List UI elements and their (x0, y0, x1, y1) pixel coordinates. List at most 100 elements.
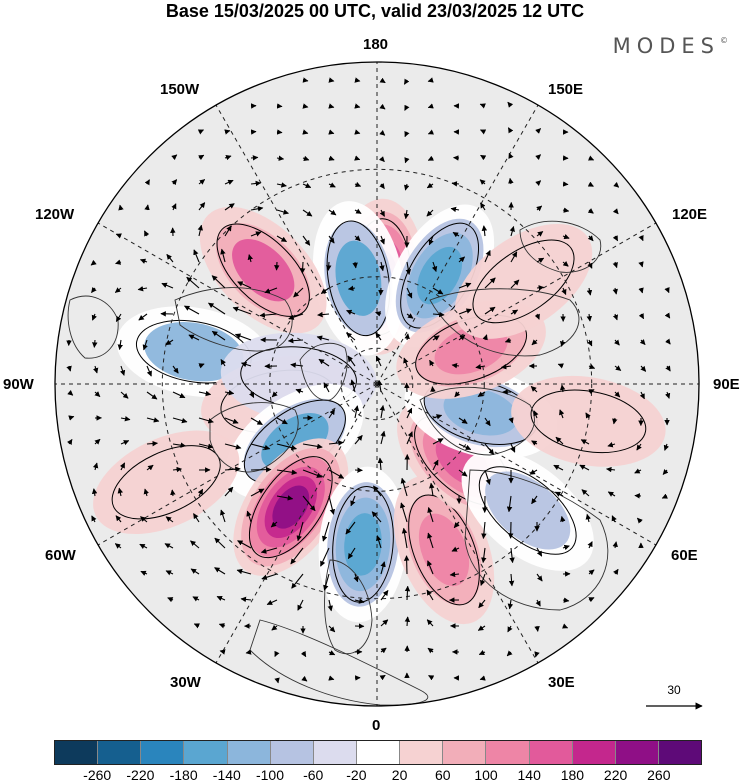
wind-vector-arrow-icon (236, 568, 252, 575)
wind-vector-arrow-icon (380, 561, 386, 575)
wind-vector-arrow-icon (379, 209, 385, 217)
wind-vector-arrow-icon (477, 625, 486, 631)
wind-vector-arrow-icon (302, 77, 309, 83)
wind-vector-arrow-icon (165, 516, 174, 523)
wind-vector-arrow-icon (404, 130, 410, 138)
wind-vector-arrow-icon (354, 155, 361, 161)
wind-vector-arrow-icon (458, 308, 472, 315)
alaska-canada-outline (174, 287, 293, 352)
wind-vector-arrow-icon (214, 537, 226, 549)
wind-vector-arrow-icon (587, 261, 593, 269)
anomaly-contour (344, 513, 382, 576)
wind-vector-arrow-icon (530, 386, 538, 393)
colorbar-swatch (615, 741, 659, 764)
wind-vector-arrow-icon (325, 261, 332, 271)
wind-vector-arrow-icon (587, 339, 593, 347)
colorbar-swatch (55, 741, 99, 764)
wind-vector-arrow-icon (250, 466, 272, 473)
scandinavia-outline (419, 386, 535, 456)
wind-vector-arrow-icon (232, 306, 252, 315)
wind-vector-arrow-icon (426, 589, 434, 601)
map-boundary (54, 61, 700, 707)
wind-vector-arrow-icon (536, 257, 545, 264)
wind-vector-arrow-icon (117, 487, 123, 497)
wind-vector-arrow-icon (320, 287, 330, 294)
wind-vector-arrow-icon (354, 235, 361, 242)
wind-vector-arrow-icon (507, 127, 514, 134)
wind-vector-arrow-icon (354, 103, 361, 109)
wind-vector-arrow-icon (354, 181, 362, 187)
lon-label-0: 0 (372, 717, 381, 734)
lon-label-120w: 120W (35, 206, 75, 223)
wind-vector-arrow-icon (432, 414, 443, 420)
wind-vector-arrow-icon (613, 181, 620, 188)
colorbar-swatch (270, 741, 314, 764)
wind-vector-arrow-icon (554, 491, 564, 497)
wind-vector-arrow-icon (427, 129, 435, 135)
wind-vector-arrow-icon (198, 179, 206, 185)
wind-vector-arrow-icon (508, 177, 514, 185)
wind-vector-arrow-icon (482, 334, 488, 341)
wind-vector-arrow-icon (427, 506, 434, 523)
wind-vector-arrow-icon (614, 391, 621, 398)
wind-vector-arrow-icon (345, 521, 356, 535)
wind-vector-arrow-icon (588, 363, 596, 369)
wind-vector-arrow-icon (91, 488, 98, 497)
wind-vector-arrow-icon (288, 313, 304, 320)
wind-vector-arrow-icon (302, 469, 323, 478)
wind-vector-arrow-icon (379, 156, 385, 162)
anomaly-contour (511, 375, 666, 467)
wind-vector-arrow-icon (373, 485, 382, 497)
colorbar-swatch (443, 741, 487, 764)
wind-vector-arrow-icon (429, 482, 435, 497)
colorbar-tick-label: -20 (346, 767, 367, 783)
wind-vector-arrow-icon (557, 363, 564, 369)
reference-vector-label: 30 (667, 683, 681, 697)
wind-vector-arrow-icon (302, 235, 311, 246)
canada-east-outline (209, 402, 299, 473)
wind-vector-arrow-icon (379, 77, 386, 84)
wind-vector-arrow-icon (427, 532, 434, 549)
wind-vector-arrow-icon (250, 155, 259, 161)
height-contour-line (408, 494, 480, 606)
wind-vector-arrow-icon (403, 78, 410, 85)
lon-label-30e: 30E (548, 674, 575, 691)
wind-vector-arrow-icon (581, 489, 590, 497)
colorbar-ticks: -260 -220 -180 -140 -100 -60 -20 20 60 100 140 180 2… (0, 767, 750, 783)
wind-vector-arrow-icon (271, 391, 278, 398)
wind-vector-arrow-icon (451, 181, 460, 187)
wind-vector-arrow-icon (211, 330, 226, 341)
wind-vector-arrow-icon (276, 235, 287, 243)
wind-vector-arrow-icon (224, 154, 232, 161)
meridian-line (376, 383, 657, 546)
wind-vector-arrow-icon (587, 208, 594, 214)
wind-vector-arrow-icon (220, 509, 226, 523)
wind-vector-arrow-icon (449, 571, 460, 578)
wind-vector-arrow-icon (328, 209, 337, 216)
wind-vector-arrow-icon (328, 409, 336, 419)
wind-vector-arrow-icon (276, 182, 287, 188)
wind-vector-arrow-icon (266, 599, 278, 605)
wind-vector-arrow-icon (246, 510, 252, 523)
wind-vector-arrow-icon (224, 389, 235, 396)
colorbar-tick-label: 260 (647, 767, 671, 783)
wind-vector-arrow-icon (586, 287, 593, 296)
wind-vector-arrow-icon (400, 477, 408, 497)
wind-vector-arrow-icon (380, 619, 389, 627)
wind-vector-arrow-icon (261, 573, 278, 580)
wind-vector-arrow-icon (350, 495, 356, 507)
wind-vector-arrow-icon (613, 568, 619, 575)
wind-vector-arrow-icon (431, 261, 438, 273)
wind-vector-arrow-icon (427, 647, 434, 654)
wind-vector-arrow-icon (376, 535, 382, 549)
wind-vector-arrow-icon (146, 365, 152, 377)
wind-vector-arrow-icon (114, 543, 122, 549)
wind-vector-arrow-icon (260, 547, 278, 554)
wind-vector-arrow-icon (479, 179, 486, 186)
wind-vector-arrow-icon (198, 443, 214, 449)
wind-vector-arrow-icon (663, 443, 669, 451)
wind-vector-arrow-icon (406, 287, 413, 299)
wind-vector-arrow-icon (429, 359, 435, 367)
colorbar-tick-label: 220 (603, 767, 628, 783)
